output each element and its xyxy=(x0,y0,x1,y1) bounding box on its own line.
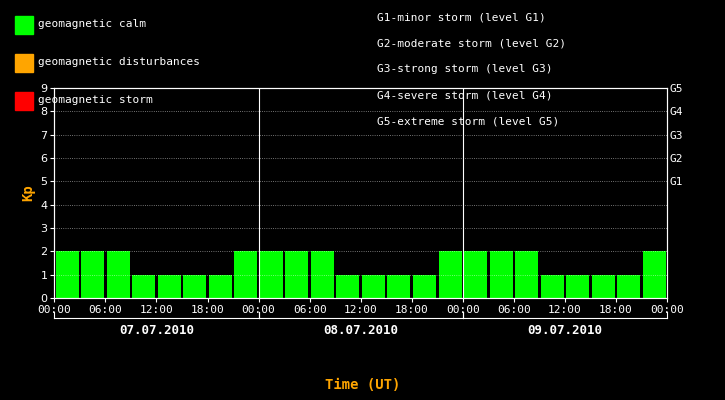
Text: G2-moderate storm (level G2): G2-moderate storm (level G2) xyxy=(377,38,566,48)
Bar xyxy=(541,275,563,298)
Text: geomagnetic storm: geomagnetic storm xyxy=(38,95,153,105)
Text: G4-severe storm (level G4): G4-severe storm (level G4) xyxy=(377,90,552,100)
Bar xyxy=(107,251,130,298)
Text: G3-strong storm (level G3): G3-strong storm (level G3) xyxy=(377,64,552,74)
Bar xyxy=(464,251,487,298)
Bar xyxy=(158,275,181,298)
Bar xyxy=(183,275,206,298)
Bar xyxy=(566,275,589,298)
Text: 07.07.2010: 07.07.2010 xyxy=(119,324,194,336)
Bar xyxy=(489,251,513,298)
Text: 09.07.2010: 09.07.2010 xyxy=(527,324,602,336)
Bar xyxy=(592,275,615,298)
Text: 08.07.2010: 08.07.2010 xyxy=(323,324,398,336)
Bar xyxy=(336,275,360,298)
Bar xyxy=(132,275,155,298)
Text: Time (UT): Time (UT) xyxy=(325,378,400,392)
Bar xyxy=(515,251,538,298)
Text: geomagnetic disturbances: geomagnetic disturbances xyxy=(38,57,200,67)
Text: G5-extreme storm (level G5): G5-extreme storm (level G5) xyxy=(377,116,559,126)
Bar xyxy=(617,275,640,298)
Bar xyxy=(439,251,462,298)
Bar xyxy=(56,251,78,298)
Y-axis label: Kp: Kp xyxy=(21,185,35,201)
Bar xyxy=(643,251,666,298)
Bar xyxy=(413,275,436,298)
Bar xyxy=(260,251,283,298)
Bar xyxy=(311,251,334,298)
Text: G1-minor storm (level G1): G1-minor storm (level G1) xyxy=(377,12,546,22)
Bar xyxy=(234,251,257,298)
Bar xyxy=(286,251,308,298)
Bar xyxy=(387,275,410,298)
Bar xyxy=(209,275,232,298)
Bar xyxy=(362,275,385,298)
Text: geomagnetic calm: geomagnetic calm xyxy=(38,19,146,29)
Bar xyxy=(81,251,104,298)
